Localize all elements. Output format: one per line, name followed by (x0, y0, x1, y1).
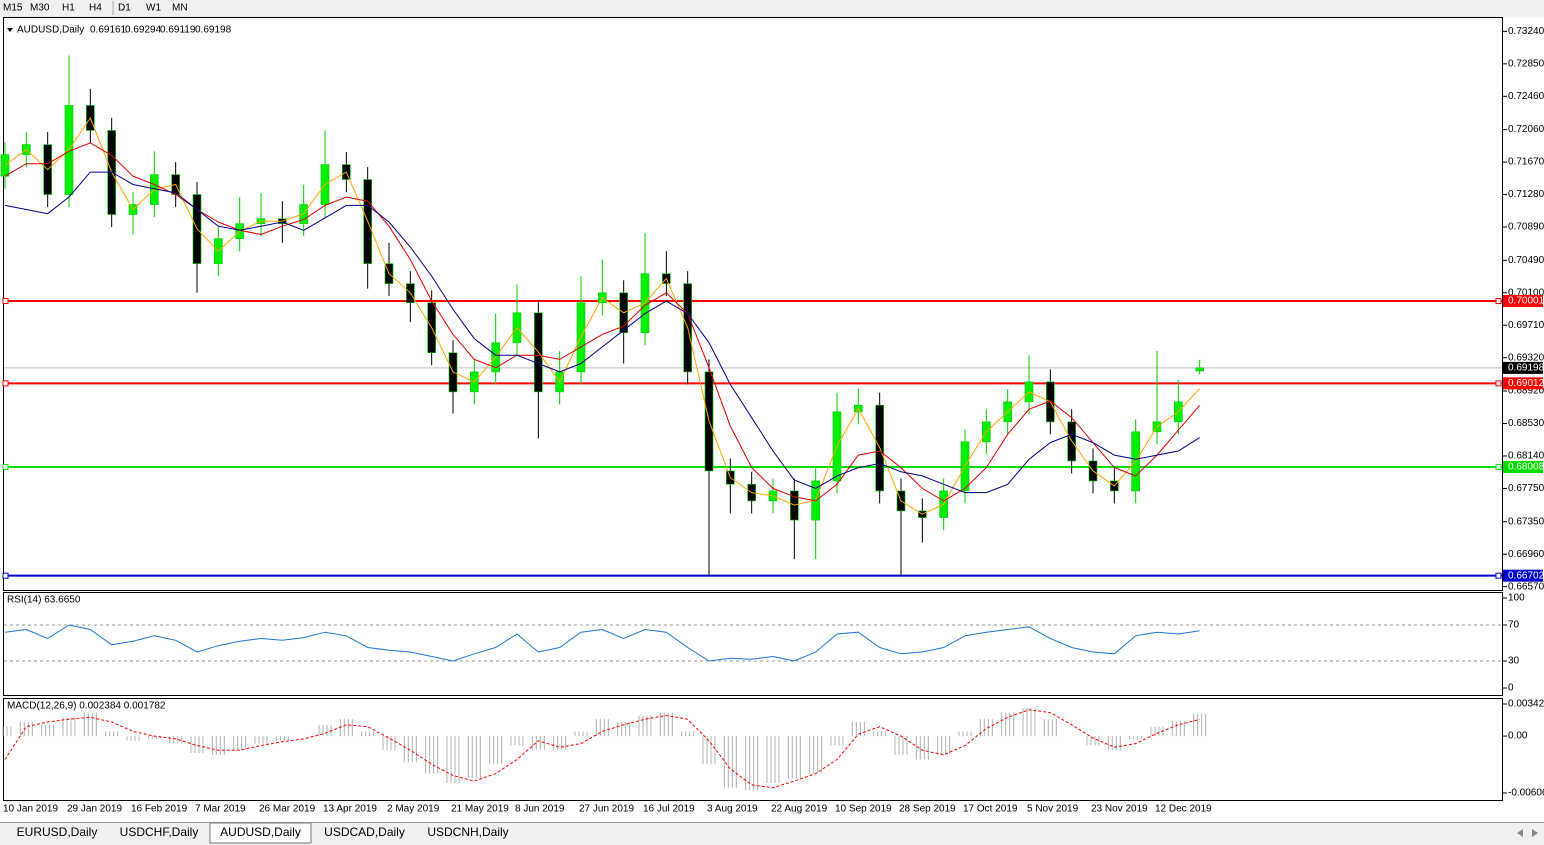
y-tick-label: 30 (1508, 656, 1520, 667)
y-tick-label: 0.70890 (1508, 222, 1544, 233)
y-tick-label: 0.72060 (1508, 124, 1544, 135)
y-tick-label: 0.67750 (1508, 483, 1544, 494)
candle-body (1195, 367, 1204, 372)
tab-bar (0, 822, 1544, 845)
level-handle[interactable] (2, 463, 9, 470)
x-tick-label: 16 Jul 2019 (643, 804, 695, 815)
level-price-label: 0.66702 (1508, 570, 1544, 581)
x-tick-label: 3 Aug 2019 (707, 804, 758, 815)
level-handle[interactable] (1495, 380, 1502, 387)
rsi-panel (3, 592, 1503, 696)
y-tick-label: 0.72460 (1508, 91, 1544, 102)
x-tick-label: 23 Nov 2019 (1091, 804, 1148, 815)
y-tick-label: -0.006069 (1508, 788, 1544, 799)
y-tick-label: 0.66960 (1508, 549, 1544, 560)
y-tick-label: 0.68530 (1508, 418, 1544, 429)
x-tick-label: 28 Sep 2019 (899, 804, 956, 815)
y-tick-label: 0.68140 (1508, 451, 1544, 462)
timeframe-button[interactable]: W1 (146, 3, 161, 14)
header-high: 0.69294 (125, 25, 162, 36)
x-tick-label: 13 Apr 2019 (323, 804, 377, 815)
moving-average (4, 171, 1200, 494)
level-price-box (1503, 569, 1543, 582)
level-price-box (1503, 295, 1543, 308)
macd-signal (4, 709, 1200, 789)
y-tick-label: 0.69710 (1508, 320, 1544, 331)
header-open: 0.69161 (90, 25, 127, 36)
scroll-left[interactable] (1517, 829, 1523, 837)
level-handle[interactable] (1495, 463, 1502, 470)
y-tick-label: 100 (1508, 593, 1525, 604)
moving-average (4, 116, 1201, 515)
level-price-box (1503, 377, 1543, 390)
y-tick-label: 0.003421 (1508, 699, 1544, 710)
y-tick-label: 0.70100 (1508, 287, 1544, 298)
timeframe-button[interactable]: MN (172, 3, 188, 14)
tab-label[interactable]: AUDUSD,Daily (220, 825, 301, 839)
level-price-box (1503, 460, 1543, 473)
y-tick-label: 0.70490 (1508, 255, 1544, 266)
timeframe-button[interactable]: D1 (118, 3, 131, 14)
level-handle[interactable] (2, 380, 9, 387)
x-tick-label: 17 Oct 2019 (963, 804, 1018, 815)
x-tick-label: 26 Mar 2019 (259, 804, 316, 815)
x-tick-label: 8 Jun 2019 (515, 804, 565, 815)
moving-average (4, 142, 1201, 502)
y-tick-label: 70 (1508, 620, 1520, 631)
tab-label[interactable]: USDCAD,Daily (324, 825, 405, 839)
level-price-label: 0.68008 (1508, 462, 1544, 473)
y-tick-label: 0 (1508, 683, 1514, 694)
y-tick-label: 0.72850 (1508, 58, 1544, 69)
rsi-line (4, 624, 1200, 662)
tab-label[interactable]: USDCHF,Daily (120, 825, 199, 839)
level-handle[interactable] (2, 572, 9, 579)
level-handle[interactable] (1495, 572, 1502, 579)
timeframe-button[interactable]: H1 (62, 3, 75, 14)
y-tick-label: 0.66570 (1508, 581, 1544, 592)
menu-arrow[interactable] (7, 28, 13, 32)
candle-body (0, 154, 10, 177)
price-panel (3, 17, 1503, 591)
indicator-title: MACD(12,26,9) 0.002384 0.001782 (7, 701, 166, 712)
x-tick-label: 2 May 2019 (387, 804, 440, 815)
toolbar (0, 0, 1544, 17)
x-tick-label: 29 Jan 2019 (67, 804, 122, 815)
x-tick-label: 22 Aug 2019 (771, 804, 828, 815)
indicator-title: RSI(14) 63.6650 (7, 595, 81, 606)
y-tick-label: 0.00 (1508, 731, 1528, 742)
x-tick-label: 12 Dec 2019 (1155, 804, 1212, 815)
y-tick-label: 0.68920 (1508, 386, 1544, 397)
scroll-right[interactable] (1532, 829, 1538, 837)
timeframe-button[interactable]: M15 (3, 3, 23, 14)
y-tick-label: 0.69320 (1508, 352, 1544, 363)
header-close: 0.69198 (195, 25, 232, 36)
x-tick-label: 27 Jun 2019 (579, 804, 634, 815)
y-tick-label: 0.67350 (1508, 516, 1544, 527)
tab-label[interactable]: USDCNH,Daily (427, 825, 508, 839)
current-price-label: 0.69198 (1508, 363, 1544, 374)
x-tick-label: 5 Nov 2019 (1027, 804, 1079, 815)
active-tab[interactable] (209, 822, 312, 844)
level-handle[interactable] (2, 298, 9, 305)
timeframe-button[interactable]: M30 (30, 3, 50, 14)
x-tick-label: 16 Feb 2019 (131, 804, 188, 815)
current-price-box (1503, 361, 1543, 374)
level-price-label: 0.70001 (1508, 296, 1544, 307)
y-tick-label: 0.71280 (1508, 189, 1544, 200)
header-low: 0.69119 (160, 25, 196, 36)
tab-label[interactable]: EURUSD,Daily (17, 825, 98, 839)
level-price-label: 0.69012 (1508, 378, 1544, 389)
level-handle[interactable] (1495, 298, 1502, 305)
x-tick-label: 7 Mar 2019 (195, 804, 246, 815)
x-tick-label: 10 Sep 2019 (835, 804, 892, 815)
macd-panel (3, 698, 1503, 801)
symbol-title: AUDUSD,Daily (17, 25, 84, 36)
timeframe-button[interactable]: H4 (89, 3, 102, 14)
y-tick-label: 0.71670 (1508, 157, 1544, 168)
x-tick-label: 21 May 2019 (451, 804, 509, 815)
y-tick-label: 0.73240 (1508, 26, 1544, 37)
x-tick-label: 10 Jan 2019 (3, 804, 58, 815)
